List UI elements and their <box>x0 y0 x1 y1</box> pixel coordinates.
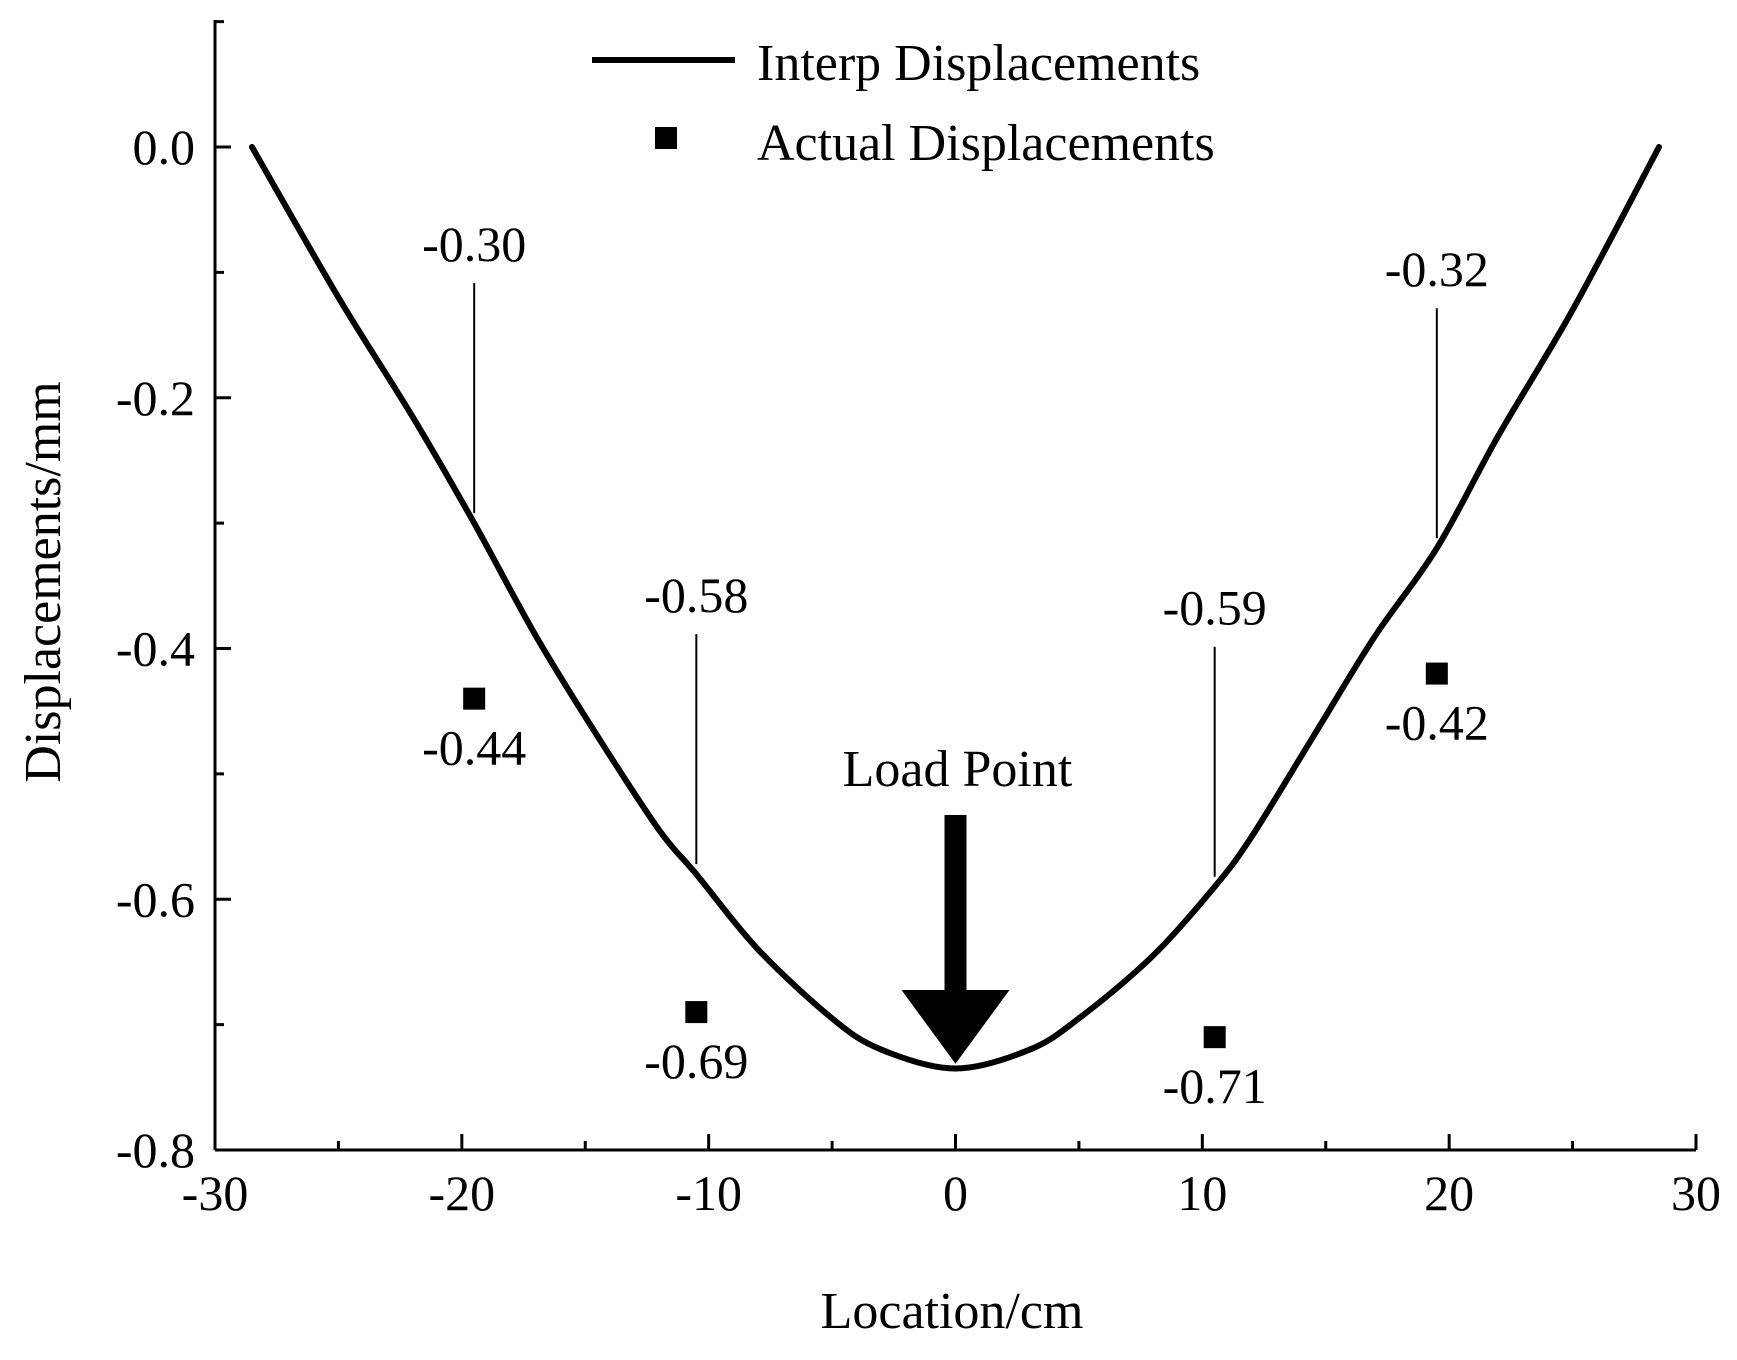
annotation-label: -0.42 <box>1385 695 1489 751</box>
actual-displacement-point <box>1203 1026 1226 1049</box>
load-arrow-shaft <box>944 815 967 995</box>
annotations-layer: -0.30 -0.58 -0.59 -0.32 -0.44 -0.69 -0.71 -0.42 <box>422 216 1489 1114</box>
y-tick-label: -0.2 <box>116 370 195 426</box>
x-tick-label: -20 <box>429 1165 496 1221</box>
legend: Interp Displacements Actual Displacements <box>592 35 1215 172</box>
y-tick-label: -0.8 <box>116 1122 195 1178</box>
interp-curve-layer <box>249 144 1662 1072</box>
load-arrow-head <box>901 990 1010 1064</box>
legend-label-interp: Interp Displacements <box>757 35 1200 92</box>
x-tick-label: 30 <box>1671 1165 1721 1221</box>
actual-displacement-point <box>1425 662 1448 685</box>
legend-square-swatch <box>655 127 677 149</box>
x-tick-label: 0 <box>943 1165 968 1221</box>
actual-displacement-point <box>685 1001 708 1024</box>
x-axis-title: Location/cm <box>821 1283 1084 1340</box>
y-tick-label: 0.0 <box>133 119 196 175</box>
actual-displacement-point <box>463 687 486 710</box>
interp-displacements-line <box>249 144 1662 1072</box>
x-tick-label: -10 <box>675 1165 742 1221</box>
load-point-label: Load Point <box>843 741 1073 798</box>
annotation-label: -0.32 <box>1385 241 1489 297</box>
annotation-label: -0.58 <box>644 567 748 623</box>
annotation-label: -0.59 <box>1163 580 1267 636</box>
annotation-label: -0.30 <box>422 216 526 272</box>
legend-label-actual: Actual Displacements <box>757 115 1215 172</box>
load-point-layer: Load Point <box>843 741 1073 1064</box>
y-tick-label: -0.6 <box>116 871 195 927</box>
annotation-label: -0.44 <box>422 720 526 776</box>
x-tick-label: 10 <box>1177 1165 1227 1221</box>
actual-markers-layer <box>463 662 1448 1049</box>
y-tick-label: -0.4 <box>116 621 195 677</box>
x-tick-label: 20 <box>1424 1165 1474 1221</box>
x-tick-label: -30 <box>182 1165 249 1221</box>
annotation-label: -0.69 <box>644 1033 748 1089</box>
y-axis-title: Displacements/mm <box>15 381 72 782</box>
axes: -30 -20 -10 0 10 20 30 0.0 -0.2 -0.4 -0.6 -0.8 <box>116 20 1721 1221</box>
annotation-label: -0.71 <box>1163 1058 1267 1114</box>
